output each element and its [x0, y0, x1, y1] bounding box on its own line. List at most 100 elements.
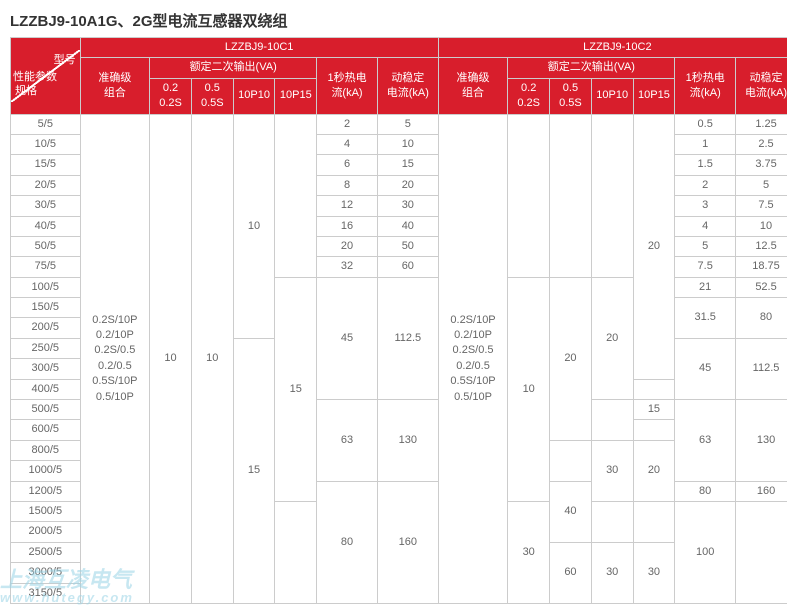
cell: 15 [377, 155, 438, 175]
header-s2: 0.5 0.5S [191, 78, 233, 114]
cell [275, 501, 317, 603]
spec-cell: 100/5 [11, 277, 81, 297]
cell [633, 379, 675, 399]
cell: 10 [233, 114, 275, 338]
cell: 45 [675, 338, 736, 399]
cell: 3.75 [736, 155, 787, 175]
cell: 4 [317, 134, 378, 154]
cell: 63 [675, 400, 736, 482]
spec-cell: 20/5 [11, 175, 81, 195]
cell: 20 [633, 440, 675, 501]
cell: 6 [317, 155, 378, 175]
spec-cell: 150/5 [11, 298, 81, 318]
cell: 10 [508, 277, 550, 501]
cell: 112.5 [736, 338, 787, 399]
cell: 10 [377, 134, 438, 154]
cell: 160 [736, 481, 787, 501]
cell: 5 [377, 114, 438, 134]
spec-cell: 3000/5 [11, 563, 81, 583]
cell: 45 [317, 277, 378, 399]
spec-cell: 500/5 [11, 400, 81, 420]
spec-table: 型号 性能参数 规格 LZZBJ9-10C1 LZZBJ9-10C2 准确级 组… [10, 37, 787, 604]
cell: 20 [591, 277, 633, 399]
cell: 20 [550, 277, 592, 440]
cell: 1 [675, 134, 736, 154]
spec-cell: 1000/5 [11, 461, 81, 481]
header-s4: 10P15 [275, 78, 317, 114]
header-model-c2: LZZBJ9-10C2 [438, 38, 787, 58]
spec-cell: 300/5 [11, 359, 81, 379]
header-acc: 准确级 组合 [80, 58, 150, 114]
cell: 160 [377, 481, 438, 603]
acc-cell: 0.2S/10P 0.2/10P 0.2S/0.5 0.2/0.5 0.5S/1… [438, 114, 508, 603]
header-dynamic: 动稳定 电流(kA) [736, 58, 787, 114]
header-dynamic: 动稳定 电流(kA) [377, 58, 438, 114]
cell: 0.5 [675, 114, 736, 134]
cell: 15 [633, 400, 675, 420]
cell: 40 [377, 216, 438, 236]
cell: 15 [233, 338, 275, 603]
header-s3: 10P10 [591, 78, 633, 114]
cell: 12.5 [736, 236, 787, 256]
header-s2: 0.5 0.5S [550, 78, 592, 114]
spec-cell: 5/5 [11, 114, 81, 134]
spec-cell: 3150/5 [11, 583, 81, 603]
cell: 18.75 [736, 257, 787, 277]
header-model-c1: LZZBJ9-10C1 [80, 38, 438, 58]
cell: 12 [317, 196, 378, 216]
cell [736, 501, 787, 603]
spec-cell: 40/5 [11, 216, 81, 236]
header-acc: 准确级 组合 [438, 58, 508, 114]
cell [550, 114, 592, 277]
cell: 32 [317, 257, 378, 277]
cell: 8 [317, 175, 378, 195]
cell [633, 420, 675, 440]
header-s4: 10P15 [633, 78, 675, 114]
cell: 21 [675, 277, 736, 297]
header-s1: 0.2 0.2S [508, 78, 550, 114]
cell: 5 [736, 175, 787, 195]
header-s3: 10P10 [233, 78, 275, 114]
header-rated: 额定二次输出(VA) [508, 58, 675, 78]
cell: 1.5 [675, 155, 736, 175]
header-thermal: 1秒热电 流(kA) [317, 58, 378, 114]
cell [591, 114, 633, 277]
cell: 2.5 [736, 134, 787, 154]
spec-cell: 2500/5 [11, 542, 81, 562]
cell: 10 [736, 216, 787, 236]
spec-cell: 250/5 [11, 338, 81, 358]
cell: 130 [377, 400, 438, 482]
spec-cell: 50/5 [11, 236, 81, 256]
cell: 15 [275, 277, 317, 501]
cell: 5 [675, 236, 736, 256]
cell: 7.5 [736, 196, 787, 216]
spec-cell: 75/5 [11, 257, 81, 277]
cell [591, 501, 633, 542]
cell: 80 [675, 481, 736, 501]
cell: 3 [675, 196, 736, 216]
cell: 52.5 [736, 277, 787, 297]
spec-cell: 600/5 [11, 420, 81, 440]
corner-top: 型号 [54, 53, 76, 68]
cell: 130 [736, 400, 787, 482]
cell: 60 [377, 257, 438, 277]
spec-cell: 400/5 [11, 379, 81, 399]
header-corner: 型号 性能参数 规格 [11, 38, 81, 115]
cell: 7.5 [675, 257, 736, 277]
corner-mid: 性能参数 [13, 70, 57, 85]
header-s1: 0.2 0.2S [150, 78, 192, 114]
cell: 10 [191, 114, 233, 603]
cell: 30 [591, 542, 633, 603]
cell: 30 [377, 196, 438, 216]
cell: 80 [317, 481, 378, 603]
cell: 16 [317, 216, 378, 236]
spec-cell: 800/5 [11, 440, 81, 460]
cell: 30 [591, 440, 633, 501]
spec-cell: 200/5 [11, 318, 81, 338]
spec-cell: 30/5 [11, 196, 81, 216]
cell: 30 [633, 542, 675, 603]
table-row: 5/50.2S/10P 0.2/10P 0.2S/0.5 0.2/0.5 0.5… [11, 114, 787, 134]
cell: 100 [675, 501, 736, 603]
header-rated: 额定二次输出(VA) [150, 58, 317, 78]
cell [550, 440, 592, 481]
